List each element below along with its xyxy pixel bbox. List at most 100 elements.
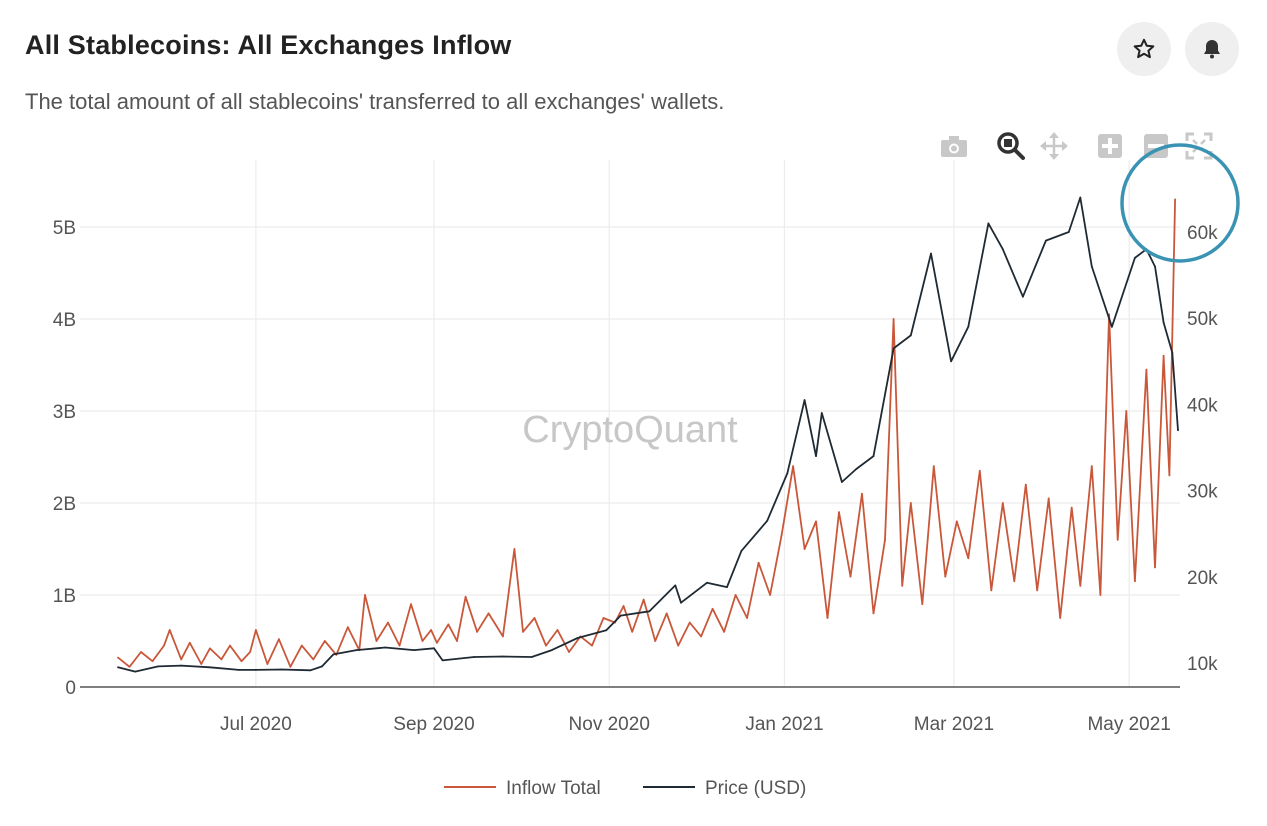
data-point [838,511,840,514]
data-point [430,629,432,631]
data-point [140,651,142,653]
data-point [987,222,990,225]
data-point [1145,368,1148,371]
data-point [1013,580,1016,583]
data-point [1024,483,1027,486]
data-point [1070,506,1073,509]
series-line [117,196,1179,673]
data-point [1090,465,1093,468]
data-point [387,621,389,624]
camera-icon[interactable] [938,130,970,162]
data-point [312,658,315,661]
data-point [550,649,553,651]
data-point [249,651,252,653]
data-point [619,614,622,617]
data-point [300,644,303,647]
data-point [654,640,657,642]
y-left-tick-label: 2B [53,494,76,515]
data-point [803,399,806,401]
data-point [1090,265,1093,268]
data-point [188,641,191,644]
data-point [556,629,559,631]
data-point [872,455,875,457]
axis-ticks: 0 1B 2B 3B 4B 5B 10k 20k 30k 40k 50k 60k Jul 2020 Sep… [53,218,1218,735]
data-point [726,586,728,588]
data-point [706,581,708,584]
data-point [151,660,154,663]
data-point [665,612,668,615]
data-point [1022,295,1024,298]
data-point [674,584,677,587]
data-point [1047,497,1050,500]
alert-button[interactable] [1185,22,1239,76]
data-point [530,656,533,658]
data-point [990,589,993,592]
data-point [157,665,160,668]
data-point [323,640,326,642]
data-point [602,617,605,619]
x-tick-label: May 2021 [1087,714,1170,735]
data-point [200,663,203,665]
pan-icon[interactable] [1038,130,1070,162]
x-tick-label: Jul 2020 [220,714,292,735]
data-point [605,629,608,632]
zoom-icon[interactable] [995,130,1027,162]
grid-lines [80,160,1180,687]
y-left-tick-label: 1B [53,586,76,607]
data-point [1134,257,1136,259]
data-point [766,519,769,522]
legend: Inflow Total Price (USD) [444,778,806,799]
data-point [1154,265,1156,268]
data-point [441,659,444,662]
data-point [545,644,547,647]
star-icon [1133,38,1155,59]
data-point [522,630,524,633]
data-point [266,663,269,665]
data-point [398,644,401,647]
data-point [711,607,714,610]
data-point [1177,429,1179,432]
data-point [1001,248,1004,251]
data-point [1168,474,1171,477]
data-point [815,455,817,457]
x-tick-label: Jan 2021 [745,714,823,735]
data-point [513,548,516,550]
data-point [410,603,412,606]
data-point [841,481,843,483]
autoscale-icon[interactable] [1183,130,1215,162]
data-point [1154,566,1156,569]
legend-item: Inflow Total [444,778,601,799]
series-inflow [117,198,1176,668]
y-right-tick-label: 30k [1187,482,1218,503]
data-point [932,465,935,468]
data-point [487,612,490,615]
favorite-button[interactable] [1117,22,1171,76]
y-right-tick-label: 50k [1187,309,1218,330]
data-point [631,630,634,633]
data-point [648,610,651,613]
y-left-tick-label: 4B [53,310,76,331]
data-point [786,472,789,475]
data-point [1099,594,1102,596]
data-point [1171,351,1174,354]
highlight-circle [1120,143,1240,263]
data-point [332,653,335,656]
data-point [930,252,932,255]
data-point [134,670,137,673]
x-tick-label: Mar 2021 [914,714,994,735]
chart-title: All Stablecoins: All Exchanges Inflow [25,30,512,60]
data-point [909,334,912,337]
data-point [1174,198,1176,201]
zoom-in-icon[interactable] [1094,130,1126,162]
data-point [892,318,895,320]
data-point [1059,617,1062,619]
data-point [476,630,478,633]
data-point [849,575,852,578]
data-point [855,468,858,470]
data-point [892,347,895,350]
data-point [433,647,435,650]
data-point [117,656,119,659]
data-point [1116,538,1119,541]
chart-modebar [936,128,1226,164]
